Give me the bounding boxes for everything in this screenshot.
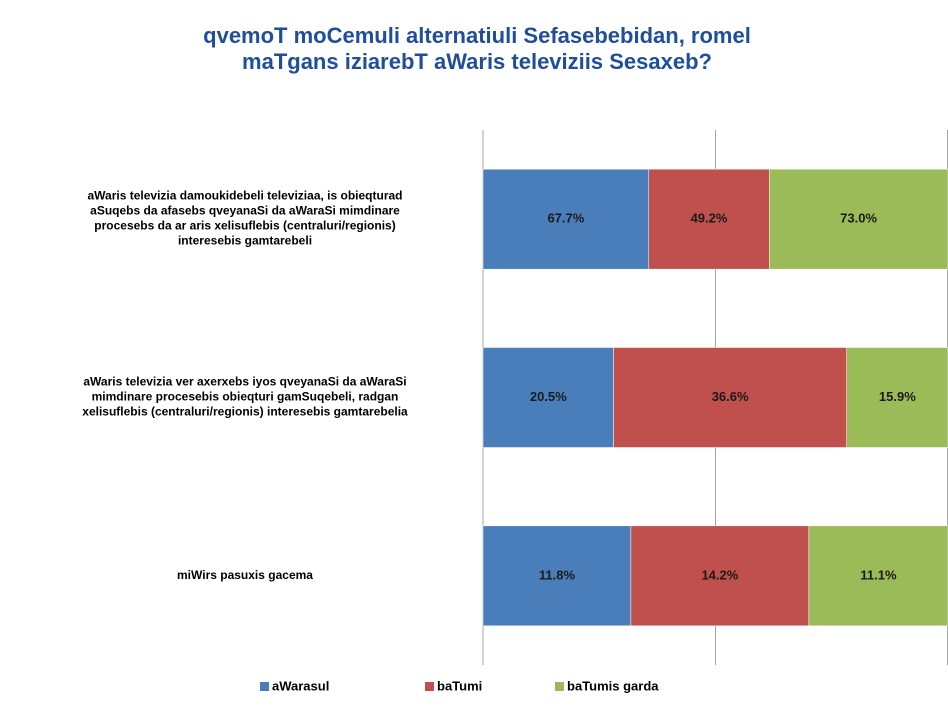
bar-segment	[846, 347, 948, 448]
value-label: 11.1%	[860, 567, 897, 582]
legend-label: baTumis garda	[567, 678, 659, 693]
value-label: 11.8%	[539, 567, 576, 582]
bar-segment	[613, 347, 847, 448]
bar-segment	[482, 525, 632, 627]
bar-segment	[648, 168, 770, 270]
bar-segment	[768, 168, 948, 270]
value-label: 49.2%	[691, 211, 728, 226]
bar-segment	[808, 525, 948, 627]
value-label: 20.5%	[530, 389, 567, 404]
chart-title: qvemoT moCemuli alternatiuli Sefasebebid…	[203, 23, 751, 74]
legend-swatch	[425, 682, 434, 691]
bar-segment	[630, 525, 810, 627]
category-label: miWirs pasuxis gacema	[177, 568, 313, 582]
legend-swatch	[260, 682, 269, 691]
legend-swatch	[555, 682, 564, 691]
bar-segment	[482, 168, 650, 270]
value-label: 15.9%	[879, 389, 916, 404]
legend-label: baTumi	[437, 678, 482, 693]
value-label: 36.6%	[712, 389, 749, 404]
value-label: 67.7%	[547, 211, 584, 226]
category-label: aWaris televizia ver axerxebs iyos qveya…	[82, 375, 408, 419]
value-label: 73.0%	[840, 211, 877, 226]
bar-segment	[482, 347, 614, 448]
category-label: aWaris televizia damoukidebeli televizia…	[88, 189, 403, 248]
legend-label: aWarasul	[272, 678, 329, 693]
value-label: 14.2%	[701, 567, 738, 582]
